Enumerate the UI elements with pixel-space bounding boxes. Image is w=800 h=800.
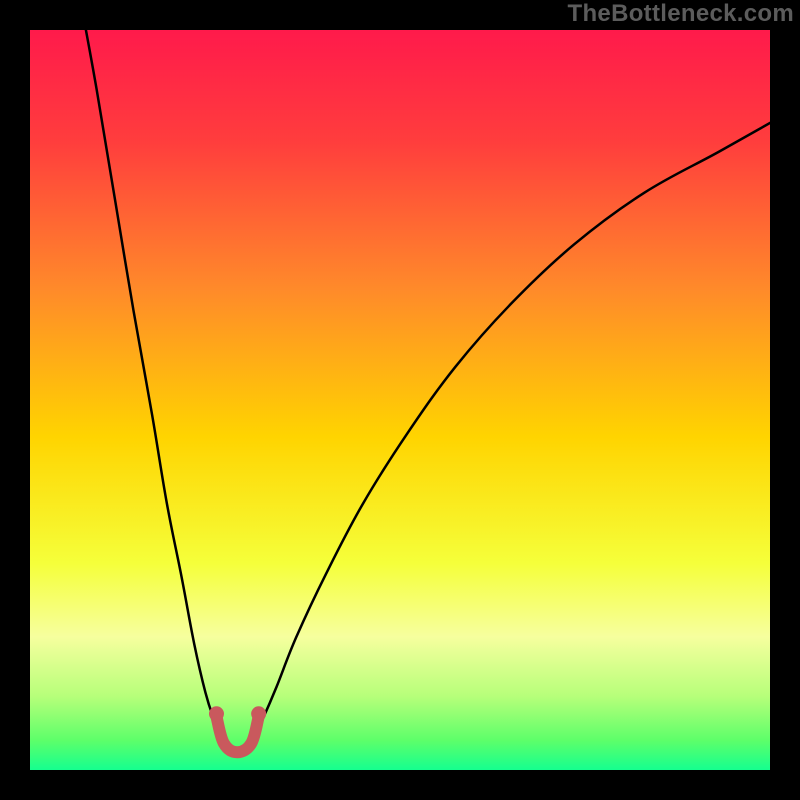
valley-marker-dot bbox=[251, 706, 266, 721]
bottleneck-chart-svg bbox=[30, 30, 770, 770]
chart-container: TheBottleneck.com bbox=[0, 0, 800, 800]
gradient-background bbox=[30, 30, 770, 770]
plot-area bbox=[30, 30, 770, 770]
watermark-text: TheBottleneck.com bbox=[568, 0, 794, 28]
valley-marker-dot bbox=[209, 706, 224, 721]
